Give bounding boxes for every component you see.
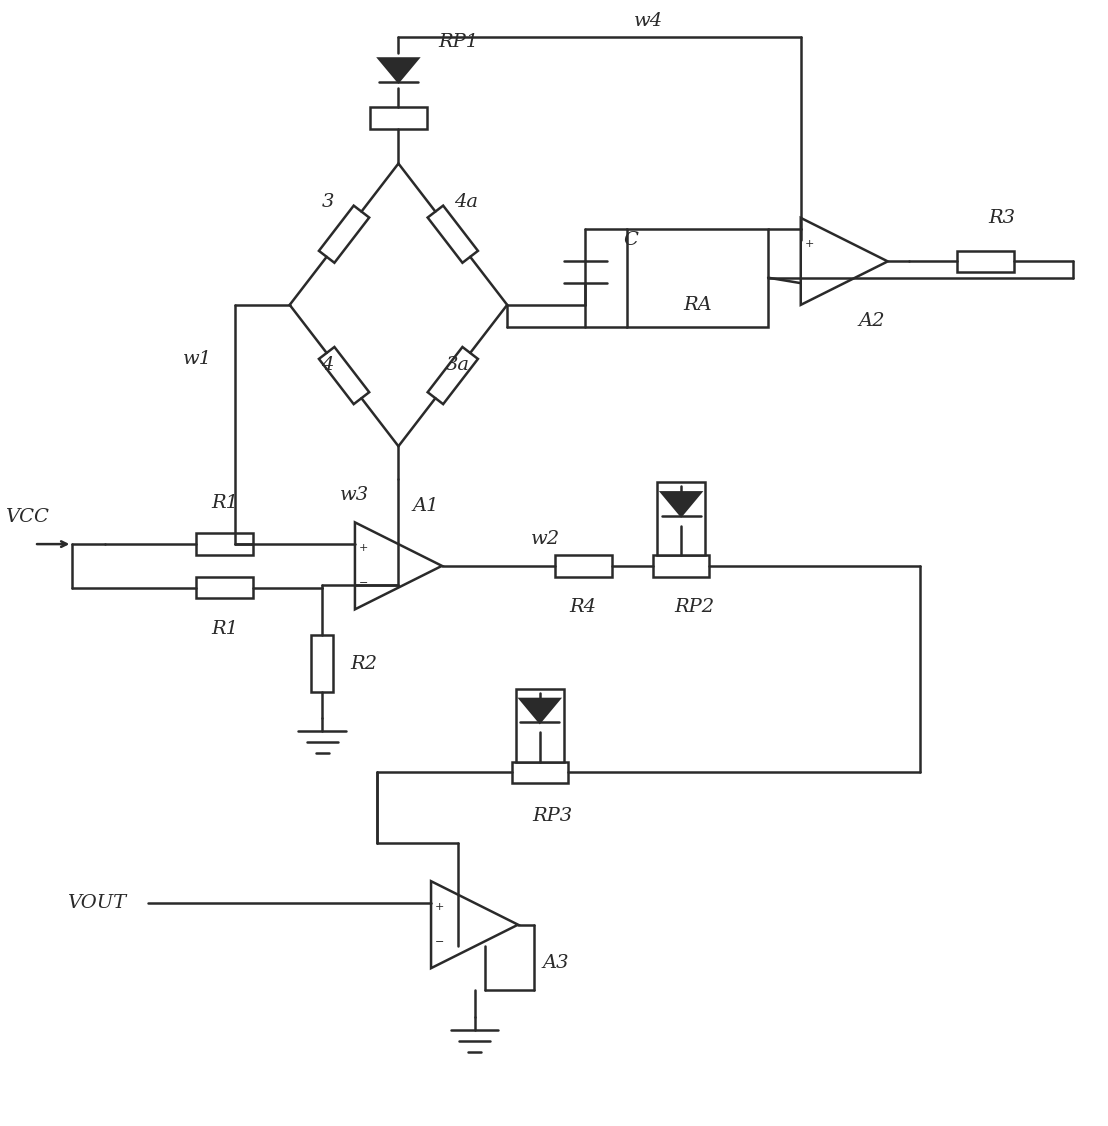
Text: R2: R2: [350, 654, 377, 672]
Text: R4: R4: [570, 598, 597, 616]
Polygon shape: [319, 347, 369, 404]
Text: +: +: [804, 239, 814, 249]
Bar: [311, 635, 334, 692]
Text: 3a: 3a: [447, 356, 470, 374]
Polygon shape: [428, 347, 478, 404]
Text: 4a: 4a: [454, 193, 478, 211]
Text: R3: R3: [988, 209, 1015, 226]
Polygon shape: [428, 206, 478, 262]
Polygon shape: [379, 59, 418, 82]
Bar: [516, 689, 564, 761]
Text: w2: w2: [531, 529, 560, 547]
Polygon shape: [801, 218, 888, 305]
Polygon shape: [431, 882, 519, 968]
Text: A3: A3: [543, 954, 570, 972]
Text: A2: A2: [859, 312, 884, 330]
Text: 3: 3: [321, 193, 334, 211]
Text: −: −: [435, 937, 444, 947]
Bar: [653, 555, 709, 577]
Bar: [370, 107, 427, 128]
Text: w4: w4: [634, 12, 663, 30]
Text: RP3: RP3: [533, 807, 573, 825]
Text: 4: 4: [321, 356, 334, 374]
Text: −: −: [359, 579, 368, 588]
Text: w3: w3: [340, 486, 369, 504]
Text: C: C: [624, 231, 638, 249]
Text: RP2: RP2: [674, 598, 715, 616]
Text: A1: A1: [412, 497, 439, 515]
Polygon shape: [521, 699, 560, 723]
Text: RP1: RP1: [438, 33, 479, 51]
Text: R1: R1: [211, 494, 238, 512]
Text: VCC: VCC: [4, 508, 49, 526]
Bar: [657, 482, 705, 555]
Bar: [957, 250, 1014, 272]
Bar: [555, 555, 612, 577]
Bar: [669, 267, 726, 288]
Bar: [627, 229, 768, 327]
Text: +: +: [435, 902, 444, 912]
Bar: [512, 761, 568, 784]
Bar: [196, 534, 253, 555]
Text: VOUT: VOUT: [66, 894, 125, 912]
Text: R1: R1: [211, 620, 238, 638]
Polygon shape: [355, 522, 442, 609]
Text: w1: w1: [183, 350, 212, 368]
Text: −: −: [804, 274, 814, 284]
Text: +: +: [359, 544, 368, 554]
Bar: [196, 577, 253, 599]
Polygon shape: [319, 206, 369, 262]
Text: RA: RA: [683, 296, 711, 314]
Polygon shape: [661, 492, 700, 516]
